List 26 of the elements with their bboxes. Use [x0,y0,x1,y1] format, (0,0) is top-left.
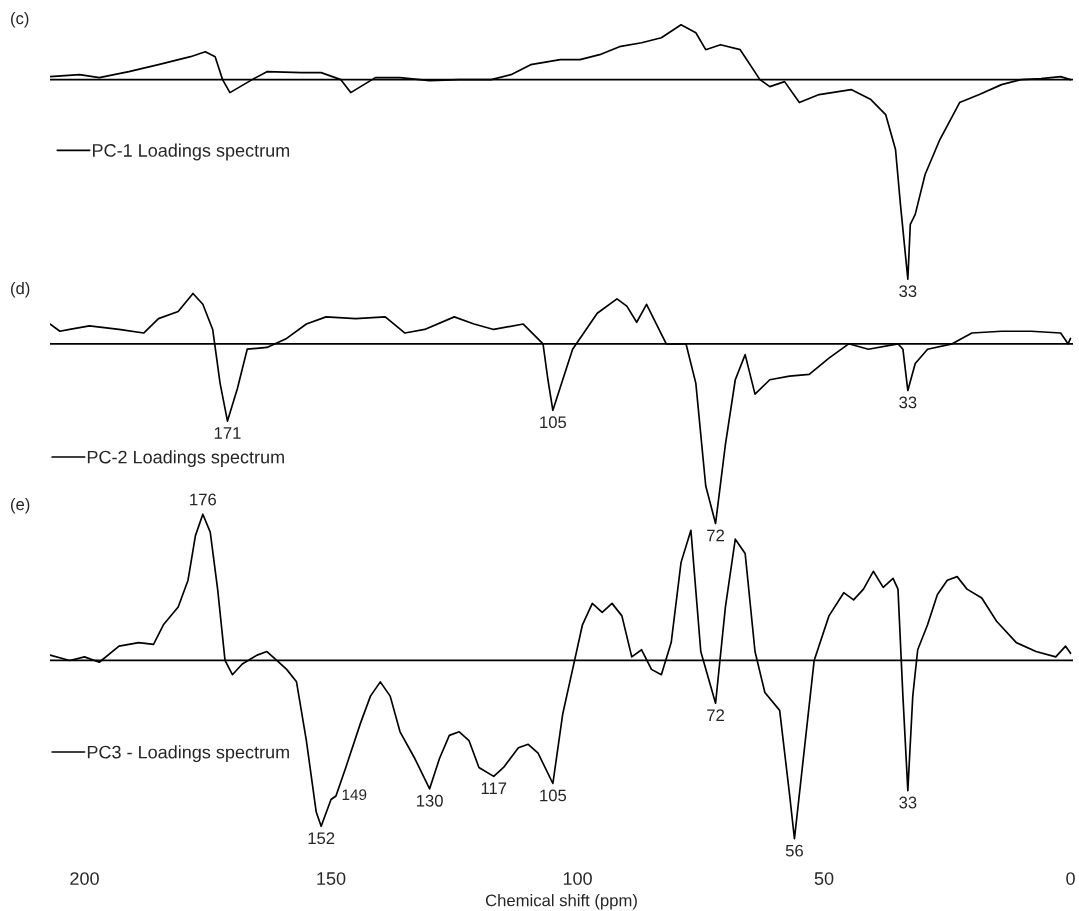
annotation: 117 [481,782,507,794]
chart-title: (d) [11,282,30,298]
legend-label: PC3 - Loadings spectrum [87,745,289,763]
annotation: 72 [707,709,724,721]
annotation: 33 [899,285,917,298]
annotation: 152 [308,832,335,845]
x-axis-title: Chemical shift (ppm) [485,894,637,910]
chart-title: (c) [11,12,29,28]
annotation: 130 [416,794,443,807]
annotation: 56 [785,844,803,857]
annotation: 33 [899,796,917,809]
x-tick-label: 200 [70,872,99,885]
legend-label: PC-1 Loadings spectrum [93,143,290,161]
legend-label: PC-2 Loadings spectrum [87,450,284,468]
x-tick-label: 100 [563,872,592,885]
chart-title: (e) [11,498,30,514]
annotation: 171 [214,427,241,439]
x-tick-label: 150 [317,872,346,885]
annotation: 33 [899,396,917,409]
annotation: 105 [540,789,567,802]
annotation: 176 [190,493,217,506]
annotation: 105 [540,416,567,429]
annotation: 149 [342,789,367,801]
x-tick-label: 0 [1066,872,1075,885]
annotation: 72 [707,529,724,542]
x-tick-label: 50 [814,872,834,885]
